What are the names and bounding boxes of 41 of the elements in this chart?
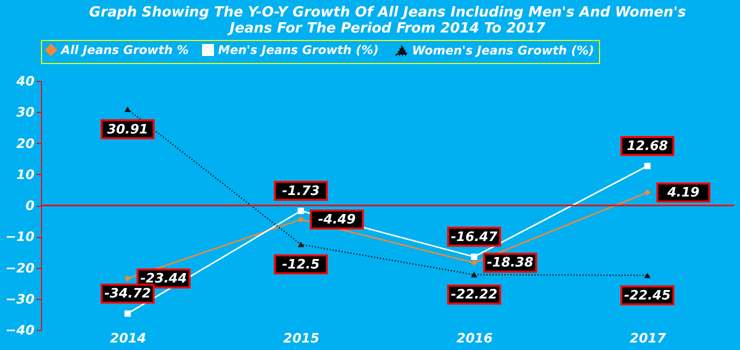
point [644,189,651,196]
y-tick-label: −20 [6,261,34,276]
point [470,272,478,278]
data-label: -1.73 [282,184,320,199]
point [298,208,304,214]
point [124,310,131,317]
y-tick-label: 40 [15,74,34,90]
y-tick-label: −30 [6,292,34,308]
legend-label: Women's Jeans Growth (%) [412,43,594,58]
legend-label: All Jeans Growth % [60,43,189,57]
y-tick-label: 20 [16,136,34,152]
x-tick-label: 2014 [110,332,146,346]
data-label: -34.72 [104,286,151,302]
y-tick-label: 30 [16,106,34,121]
y-tick-label: −40 [6,324,34,338]
data-label: -23.44 [140,271,187,286]
data-label: -16.47 [450,230,498,245]
point [124,275,131,282]
x-tick-label: 2017 [630,332,667,346]
legend-label: Men's Jeans Growth (%) [218,43,379,57]
data-label: 12.68 [626,139,668,154]
point [298,216,304,223]
point [470,260,478,266]
data-label: -22.45 [624,288,671,304]
point [644,162,651,170]
data-label: -4.49 [318,212,356,228]
point [644,272,651,278]
point [124,106,131,112]
y-tick-label: −10 [6,230,34,246]
y-tick-label: 0 [25,199,34,214]
data-label: -12.5 [282,257,320,272]
point [470,254,478,260]
data-label: 30.91 [107,122,148,138]
data-label: 4.19 [666,185,700,200]
x-tick-label: 2015 [283,332,320,346]
point [298,242,304,248]
y-tick-label: 10 [16,168,34,183]
data-label: -22.22 [450,288,498,303]
data-label: -18.38 [486,256,534,271]
x-tick-label: 2016 [456,332,493,346]
chart-title: Graph Showing The Y-O-Y Growth Of All Jeans Including Men's And Women's Jeans For The Period From 2014 To 2017 [89,4,686,36]
